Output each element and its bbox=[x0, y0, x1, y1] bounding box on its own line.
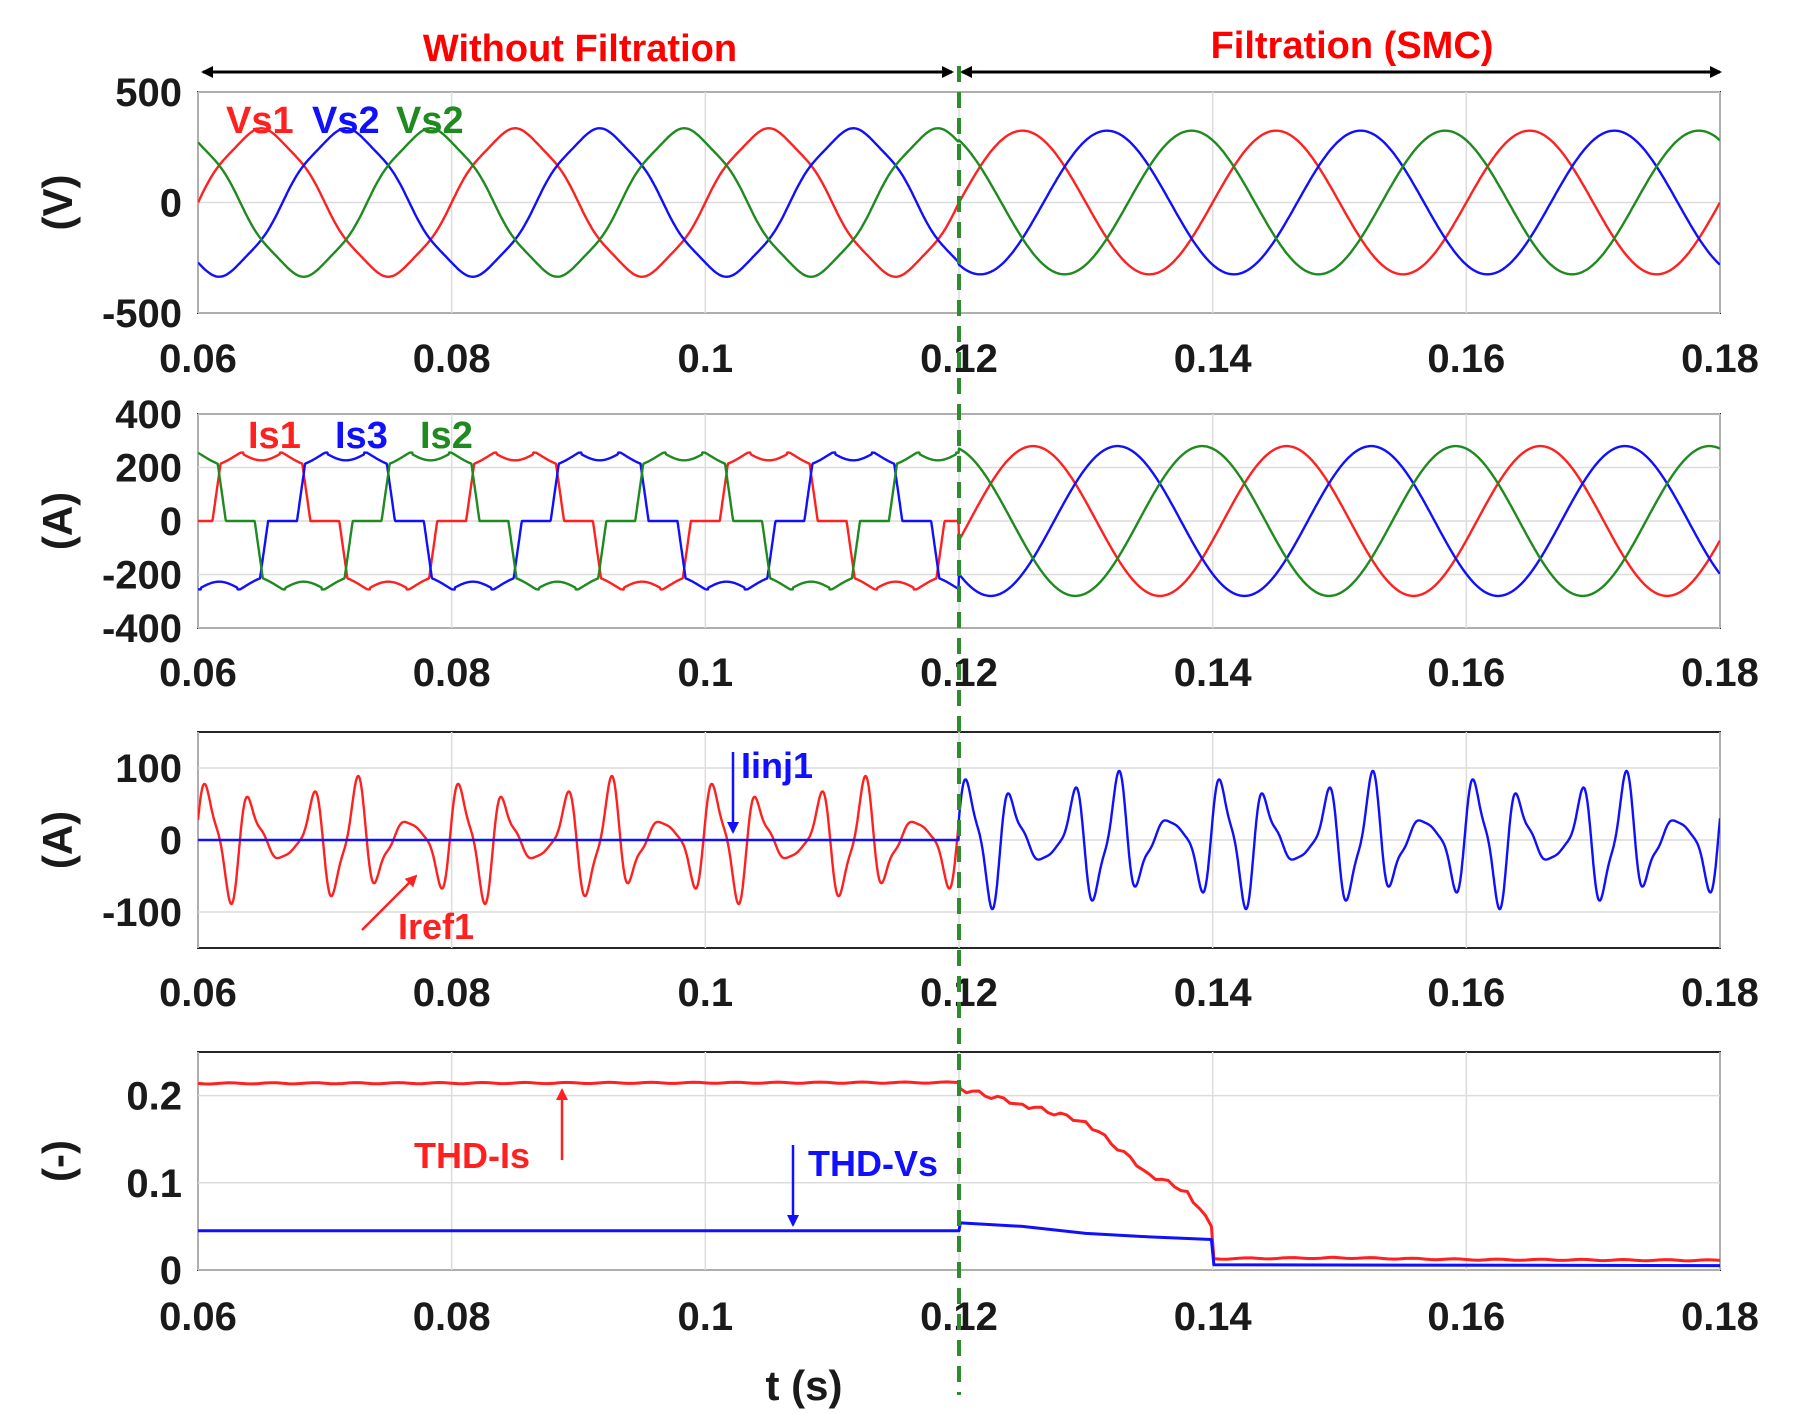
x-tick-label: 0.18 bbox=[1681, 337, 1759, 381]
y-axis-label: (-) bbox=[34, 1140, 81, 1182]
iref1-arrow bbox=[361, 874, 418, 931]
series-is2-line bbox=[198, 444, 1720, 598]
x-tick-label: 0.18 bbox=[1681, 651, 1759, 695]
thd-is-label: THD-Is bbox=[414, 1135, 530, 1176]
x-tick-label: 0.06 bbox=[159, 651, 237, 695]
series-group bbox=[198, 1080, 1720, 1268]
iinj1-label: Iinj1 bbox=[741, 745, 813, 786]
series-group bbox=[198, 769, 1720, 911]
x-axis-label: t (s) bbox=[766, 1362, 843, 1409]
legend-vs2-blue: Vs2 bbox=[312, 100, 380, 142]
header: Without Filtration Filtration (SMC) bbox=[201, 25, 1722, 78]
thd-vs-label: THD-Vs bbox=[808, 1143, 938, 1184]
y-tick-label: 0.2 bbox=[126, 1075, 182, 1119]
x-tick-label: 0.14 bbox=[1174, 337, 1253, 381]
y-axis-label: (A) bbox=[34, 811, 81, 869]
x-tick-label: 0.14 bbox=[1174, 971, 1253, 1015]
y-tick-label: 0.1 bbox=[126, 1162, 182, 1206]
without-filtration-label: Without Filtration bbox=[423, 28, 737, 70]
series-thd-is-line bbox=[198, 1080, 1720, 1263]
x-tick-label: 0.16 bbox=[1427, 337, 1505, 381]
current-legend: Is1 Is3 Is2 bbox=[248, 415, 473, 457]
x-tick-label: 0.16 bbox=[1427, 651, 1505, 695]
x-tick-label: 0.06 bbox=[159, 1295, 237, 1339]
y-tick-label: 0 bbox=[160, 819, 182, 863]
y-tick-label: 400 bbox=[115, 393, 182, 437]
series-iref1-line bbox=[198, 774, 961, 906]
x-tick-label: 0.18 bbox=[1681, 971, 1759, 1015]
x-tick-label: 0.1 bbox=[678, 971, 734, 1015]
thd-annotations: THD-Is THD-Vs bbox=[414, 1088, 938, 1227]
series-vs2-line bbox=[198, 126, 1720, 278]
x-tick-label: 0.1 bbox=[678, 651, 734, 695]
y-tick-label: -500 bbox=[102, 292, 182, 336]
y-tick-label: 0 bbox=[160, 182, 182, 226]
y-tick-label: 100 bbox=[115, 747, 182, 791]
x-tick-label: 0.18 bbox=[1681, 1295, 1759, 1339]
y-axis-label: (A) bbox=[34, 492, 81, 550]
legend-is1: Is1 bbox=[248, 415, 301, 457]
x-tick-label: 0.14 bbox=[1174, 1295, 1253, 1339]
x-tick-label: 0.16 bbox=[1427, 1295, 1505, 1339]
iref1-label: Iref1 bbox=[398, 906, 474, 947]
voltage-legend: Vs1 Vs2 Vs2 bbox=[226, 100, 464, 142]
thd-panel: 0.06 0.08 0.1 0.12 0.14 0.16 0.180.20.10(-)t (… bbox=[34, 1051, 1759, 1409]
y-tick-label: 200 bbox=[115, 447, 182, 491]
legend-is3: Is3 bbox=[335, 415, 388, 457]
series-vs2-line bbox=[198, 126, 1720, 278]
legend-vs1: Vs1 bbox=[226, 100, 294, 142]
x-tick-label: 0.06 bbox=[159, 337, 237, 381]
y-tick-label: -200 bbox=[102, 554, 182, 598]
y-tick-label: 500 bbox=[115, 71, 182, 115]
x-tick-label: 0.14 bbox=[1174, 651, 1253, 695]
y-tick-label: -400 bbox=[102, 607, 182, 651]
legend-vs2-green: Vs2 bbox=[396, 100, 464, 142]
y-axis-label: (V) bbox=[34, 175, 81, 231]
y-tick-label: -100 bbox=[102, 891, 182, 935]
series-thd-vs-line bbox=[198, 1221, 1720, 1268]
x-tick-label: 0.1 bbox=[678, 337, 734, 381]
y-tick-label: 0 bbox=[160, 1249, 182, 1293]
x-tick-label: 0.08 bbox=[413, 337, 491, 381]
filter-annotations: Iinj1 Iref1 bbox=[361, 745, 813, 947]
filtration-smc-label: Filtration (SMC) bbox=[1211, 25, 1494, 67]
x-tick-label: 0.08 bbox=[413, 1295, 491, 1339]
x-tick-label: 0.1 bbox=[678, 1295, 734, 1339]
series-iinj1-line bbox=[198, 769, 1720, 911]
y-tick-label: 0 bbox=[160, 500, 182, 544]
x-tick-label: 0.08 bbox=[413, 971, 491, 1015]
legend-is2: Is2 bbox=[420, 415, 473, 457]
x-tick-label: 0.16 bbox=[1427, 971, 1505, 1015]
x-tick-label: 0.06 bbox=[159, 971, 237, 1015]
x-tick-label: 0.08 bbox=[413, 651, 491, 695]
